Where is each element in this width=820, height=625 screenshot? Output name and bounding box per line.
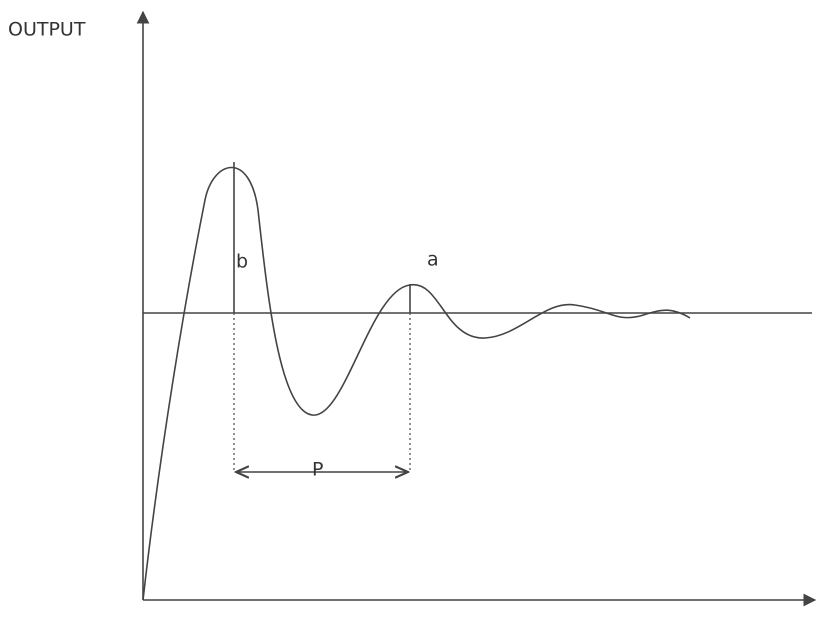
response-curve	[143, 168, 690, 601]
label-a: a	[427, 249, 439, 271]
label-b: b	[236, 251, 248, 273]
label-period: P	[312, 459, 323, 481]
diagram: OUTPUT b a P	[0, 0, 820, 625]
y-axis-label: OUTPUT	[8, 19, 86, 41]
